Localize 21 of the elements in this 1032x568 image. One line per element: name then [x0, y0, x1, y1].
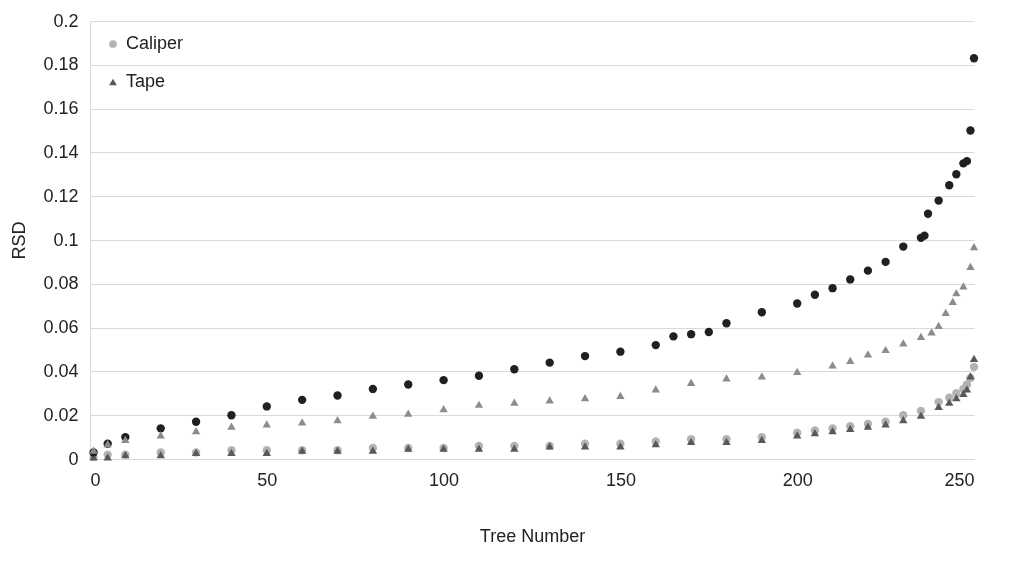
legend-label: Tape: [126, 71, 166, 91]
y-tick-label: 0.12: [43, 185, 79, 206]
x-tick-label: 0: [90, 469, 101, 490]
y-tick-label: 0.08: [43, 273, 79, 294]
y-axis-title: RSD: [9, 221, 30, 260]
y-tick-label: 0: [68, 448, 79, 469]
x-tick-label: 250: [944, 469, 975, 490]
y-tick-label: 0.06: [43, 317, 79, 338]
x-tick-label: 50: [257, 469, 278, 490]
y-tick-label: 0.16: [43, 98, 79, 119]
y-tick-label: 0.1: [53, 229, 79, 250]
y-tick-label: 0.18: [43, 54, 79, 75]
x-tick-label: 100: [429, 469, 460, 490]
legend-label: Caliper: [126, 33, 184, 53]
y-tick-label: 0.2: [53, 10, 79, 31]
x-tick-label: 200: [782, 469, 813, 490]
y-tick-label: 0.14: [43, 141, 79, 162]
y-tick-label: 0.02: [43, 404, 79, 425]
y-tick-label: 0.04: [43, 360, 79, 381]
x-axis-title: Tree Number: [479, 525, 586, 546]
x-tick-label: 150: [605, 469, 636, 490]
